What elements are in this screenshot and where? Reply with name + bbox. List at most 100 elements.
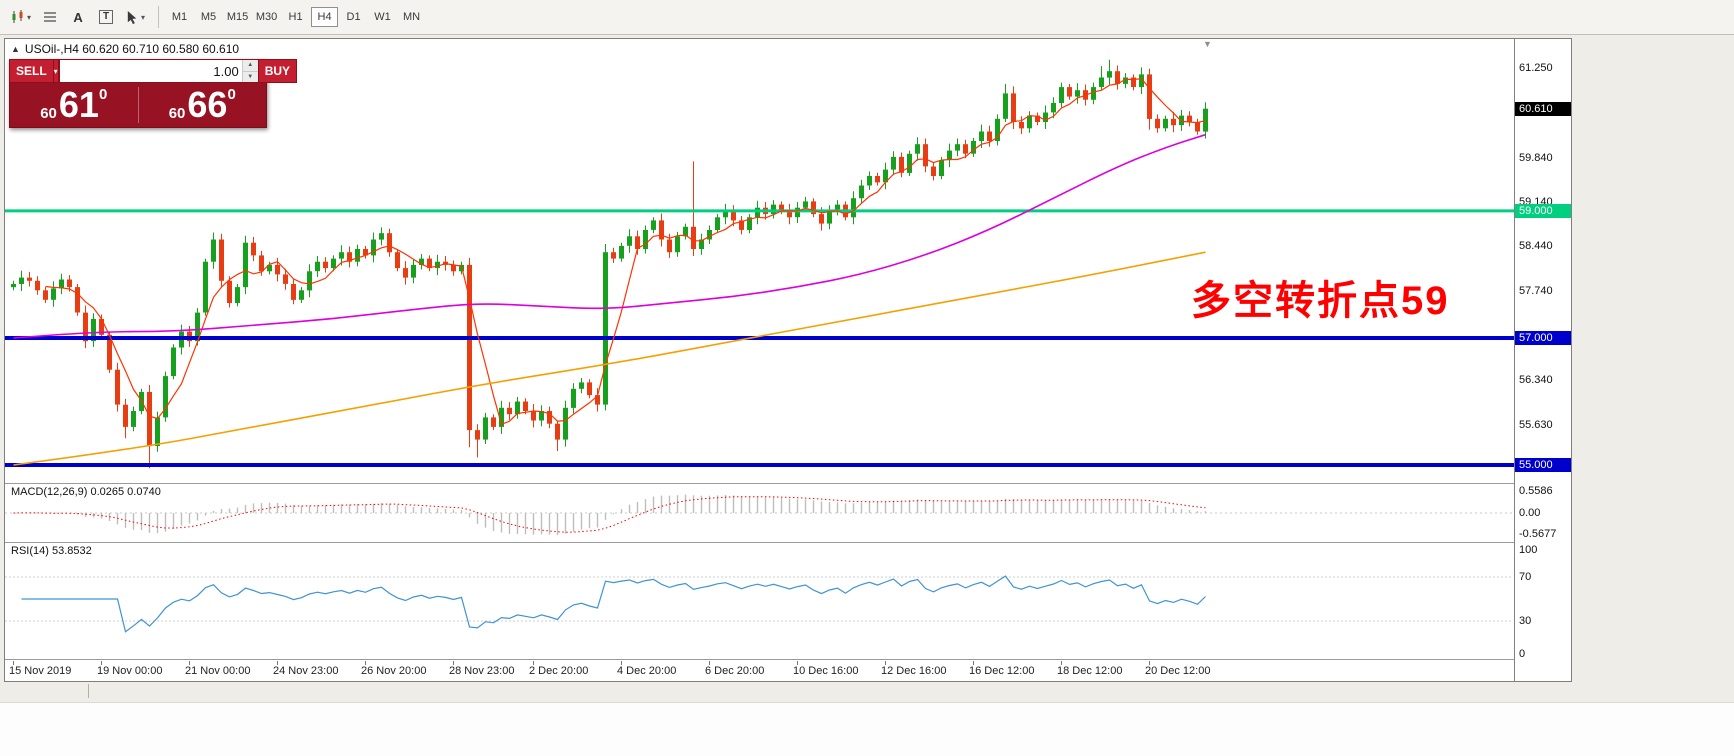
statusbar-divider	[88, 684, 89, 698]
buy-button[interactable]: BUY	[258, 59, 298, 83]
time-axis[interactable]: 15 Nov 2019 19 Nov 00:00 21 Nov 00:00 24 No…	[5, 661, 1514, 680]
time-tick	[1149, 661, 1150, 665]
time-tick	[797, 661, 798, 665]
time-axis-label: 18 Dec 12:00	[1057, 665, 1123, 677]
rsi-panel-canvas[interactable]	[5, 543, 1513, 659]
sell-price-display[interactable]: 60 61 0	[10, 83, 138, 127]
time-axis-label: 19 Nov 00:00	[97, 665, 163, 677]
price-tick-label: 56.340	[1519, 374, 1553, 386]
time-axis-label: 21 Nov 00:00	[185, 665, 251, 677]
candlestick-chart-icon	[12, 10, 23, 23]
price-tick-label: 58.440	[1519, 240, 1553, 252]
bottom-area	[0, 702, 1734, 756]
buy-price-display[interactable]: 60 66 0	[139, 83, 267, 127]
toolbar-separator	[158, 6, 160, 28]
timeframe-m5[interactable]: M5	[195, 7, 222, 27]
time-tick	[973, 661, 974, 665]
price-tick-label: 55.630	[1519, 419, 1553, 431]
timeframe-m1[interactable]: M1	[166, 7, 193, 27]
symbol-triangle-icon: ▲	[11, 44, 20, 54]
time-tick	[885, 661, 886, 665]
timeframe-m30[interactable]: M30	[253, 7, 280, 27]
chart-annotation-text: 多空转折点59	[1191, 279, 1450, 323]
buy-price-sup: 0	[227, 86, 236, 103]
time-tick	[453, 661, 454, 665]
toolbar: ▾ A T ▾ M1 M5 M15 M30 H1 H4 D1 W1 MN	[0, 0, 1734, 35]
chart-window: 61.250 59.840 59.140 58.440 57.740 56.340 55.6…	[4, 38, 1572, 682]
label-tool-button[interactable]: T	[93, 5, 119, 30]
rsi-scale-label: 100	[1519, 544, 1538, 556]
time-tick	[277, 661, 278, 665]
volume-spinner: ▲ ▼	[241, 60, 258, 82]
timeframe-m15[interactable]: M15	[224, 7, 251, 27]
grid-list-icon	[44, 12, 57, 22]
sell-dropdown-button[interactable]: ▾	[52, 59, 59, 83]
time-axis-label: 6 Dec 20:00	[705, 665, 765, 677]
main-chart-canvas[interactable]	[5, 39, 1514, 483]
timeframe-mn[interactable]: MN	[398, 7, 425, 27]
cursor-icon	[127, 10, 137, 24]
timeframe-h4[interactable]: H4	[311, 7, 339, 27]
time-axis-label: 4 Dec 20:00	[617, 665, 677, 677]
time-axis-label: 28 Nov 23:00	[449, 665, 515, 677]
time-tick	[621, 661, 622, 665]
chart-type-button[interactable]: ▾	[6, 5, 35, 30]
chevron-down-icon: ▾	[141, 12, 146, 22]
volume-down-icon[interactable]: ▼	[242, 71, 258, 82]
price-tick-label: 57.740	[1519, 285, 1553, 297]
time-axis-label: 16 Dec 12:00	[969, 665, 1035, 677]
text-tool-button[interactable]: A	[65, 5, 91, 30]
panel-separator[interactable]	[5, 483, 1571, 484]
chart-ohlc-header: ▲ USOil-,H4 60.620 60.710 60.580 60.610	[11, 42, 239, 56]
sell-button[interactable]: SELL	[9, 59, 53, 83]
time-axis-label: 26 Nov 20:00	[361, 665, 427, 677]
time-tick	[189, 661, 190, 665]
volume-up-icon[interactable]: ▲	[242, 60, 258, 72]
chevron-down-icon: ▾	[53, 66, 58, 76]
price-scale[interactable]: 61.250 59.840 59.140 58.440 57.740 56.340 55.6…	[1514, 39, 1571, 681]
price-level-badge: 55.000	[1515, 458, 1571, 472]
timeframe-group: M1 M5 M15 M30 H1 H4 D1 W1 MN	[166, 7, 427, 27]
ohlc-readout: USOil-,H4 60.620 60.710 60.580 60.610	[24, 42, 240, 56]
volume-field: ▲ ▼	[58, 59, 259, 83]
timeframe-w1[interactable]: W1	[369, 7, 396, 27]
price-tick-label: 59.840	[1519, 152, 1553, 164]
sell-price-sup: 0	[98, 86, 108, 103]
macd-scale-label: 0.00	[1519, 507, 1541, 519]
timeframe-h1[interactable]: H1	[282, 7, 309, 27]
rsi-indicator-label: RSI(14) 53.8532	[11, 545, 92, 557]
cursor-tool-button[interactable]: ▾	[121, 5, 149, 30]
time-tick	[13, 661, 14, 665]
objects-list-button[interactable]	[37, 5, 63, 30]
timeframe-d1[interactable]: D1	[340, 7, 367, 27]
time-tick	[365, 661, 366, 665]
label-tool-icon: T	[98, 10, 114, 24]
price-level-badge: 60.610	[1515, 102, 1571, 116]
time-axis-label: 10 Dec 16:00	[793, 665, 859, 677]
chevron-down-icon: ▾	[27, 12, 32, 22]
rsi-scale-label: 30	[1519, 615, 1532, 627]
panel-separator[interactable]	[5, 659, 1571, 660]
time-tick	[709, 661, 710, 665]
macd-panel-canvas[interactable]	[5, 484, 1513, 542]
time-tick	[533, 661, 534, 665]
panel-separator[interactable]	[5, 542, 1571, 543]
rsi-scale-label: 0	[1519, 648, 1526, 660]
sell-price-big: 61	[58, 84, 99, 125]
rsi-scale-label: 70	[1519, 571, 1532, 583]
price-tick-label: 61.250	[1519, 62, 1553, 74]
volume-input[interactable]	[59, 60, 242, 82]
time-axis-label: 2 Dec 20:00	[529, 665, 589, 677]
price-level-badge: 59.000	[1515, 204, 1571, 218]
time-tick	[101, 661, 102, 665]
time-axis-label: 12 Dec 16:00	[881, 665, 947, 677]
price-divider	[137, 87, 139, 123]
buy-price-big: 66	[187, 84, 228, 125]
price-level-badge: 57.000	[1515, 331, 1571, 345]
text-tool-icon: A	[73, 9, 83, 25]
time-axis-label: 15 Nov 2019	[9, 665, 72, 677]
price-shift-marker-icon[interactable]: ▼	[1203, 39, 1212, 49]
time-tick	[1061, 661, 1062, 665]
time-axis-label: 20 Dec 12:00	[1145, 665, 1211, 677]
